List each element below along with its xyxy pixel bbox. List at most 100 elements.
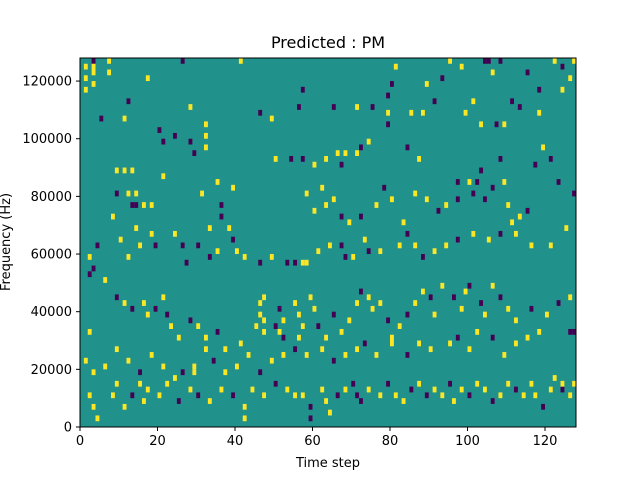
heatmap-cell — [324, 156, 328, 162]
chart-title: Predicted : PM — [271, 33, 385, 52]
heatmap-cell — [300, 156, 305, 162]
heatmap-cell — [386, 109, 390, 116]
heatmap-cell — [359, 213, 363, 220]
heatmap-cell — [122, 115, 127, 122]
heatmap-cell — [258, 259, 263, 266]
heatmap-cell — [548, 242, 553, 249]
heatmap-cell — [390, 81, 394, 87]
heatmap-cell — [126, 190, 131, 197]
heatmap-cell — [269, 357, 274, 364]
heatmap-cell — [223, 346, 228, 353]
heatmap-cell — [459, 63, 464, 70]
heatmap-cell — [320, 346, 325, 353]
heatmap-cell — [417, 156, 421, 162]
heatmap-cell — [366, 294, 371, 301]
heatmap-cell — [328, 409, 332, 416]
heatmap-cell — [188, 138, 193, 145]
heatmap-cell — [339, 213, 344, 220]
heatmap-cell — [355, 104, 359, 110]
heatmap-cell — [510, 219, 514, 226]
heatmap-cell — [130, 392, 135, 399]
heatmap-cell — [157, 392, 162, 399]
heatmap-cell — [548, 386, 553, 393]
heatmap-cell — [83, 63, 88, 70]
heatmap-cell — [502, 352, 507, 358]
heatmap-cell — [498, 392, 503, 399]
heatmap-cell — [83, 75, 88, 82]
heatmap-cell — [161, 173, 166, 180]
heatmap-cell — [378, 392, 383, 399]
heatmap-cell — [564, 225, 569, 231]
heatmap-cell — [351, 380, 356, 387]
heatmap-cell — [390, 340, 394, 347]
heatmap-cell — [560, 63, 565, 70]
heatmap-cell — [138, 369, 142, 376]
heatmap-cell — [254, 323, 259, 329]
heatmap-cell — [339, 161, 344, 168]
heatmap-cell — [235, 363, 239, 370]
heatmap-cell — [184, 259, 189, 266]
heatmap-cell — [498, 294, 503, 301]
heatmap-cell — [459, 386, 464, 393]
heatmap-cell — [293, 346, 297, 353]
heatmap-cell — [258, 300, 263, 306]
heatmap-cell — [312, 161, 317, 168]
heatmap-cell — [405, 230, 410, 237]
heatmap-cell — [409, 109, 414, 116]
heatmap-cell — [242, 403, 247, 410]
heatmap-cell — [366, 248, 371, 255]
heatmap-cell — [479, 300, 483, 306]
heatmap-cell — [463, 288, 468, 295]
plot-frame — [79, 57, 577, 428]
heatmap-cell — [514, 386, 518, 393]
heatmap-cell — [320, 386, 325, 393]
heatmap-cell — [467, 346, 472, 353]
heatmap-cell — [207, 398, 212, 404]
heatmap-cell — [552, 375, 557, 381]
heatmap-cell — [428, 294, 433, 301]
heatmap-cell — [169, 323, 173, 329]
heatmap-cell — [490, 282, 495, 289]
heatmap-cell — [514, 230, 518, 237]
heatmap-cell — [343, 150, 348, 157]
heatmap-cell — [91, 63, 96, 70]
heatmap-cell — [502, 121, 507, 128]
heatmap-cell — [343, 386, 348, 393]
heatmap-cell — [545, 311, 549, 318]
y-tick-label: 40000 — [31, 305, 72, 320]
heatmap-cell — [471, 190, 476, 197]
heatmap-cell — [331, 357, 336, 364]
heatmap-cell — [347, 317, 352, 324]
heatmap-cell — [467, 179, 472, 185]
heatmap-cell — [486, 236, 491, 243]
heatmap-cell — [293, 259, 297, 266]
heatmap-cell — [514, 317, 518, 324]
heatmap-cell — [386, 121, 390, 128]
heatmap-cell — [231, 392, 235, 399]
heatmap-cell — [370, 305, 375, 312]
x-tick-label: 60 — [304, 434, 321, 449]
heatmap-cell — [118, 236, 123, 243]
heatmap-cell — [126, 98, 131, 105]
heatmap-cell — [498, 58, 503, 64]
heatmap-cell — [91, 369, 96, 376]
heatmap-cell — [525, 69, 530, 76]
heatmap-cell — [297, 334, 301, 341]
heatmap-cell — [537, 86, 542, 93]
heatmap-cell — [405, 311, 410, 318]
heatmap-cell — [188, 386, 193, 393]
heatmap-cell — [374, 352, 379, 358]
heatmap-cell — [83, 357, 88, 364]
heatmap-cell — [204, 144, 208, 151]
heatmap-cell — [467, 282, 472, 289]
heatmap-cell — [103, 277, 108, 283]
heatmap-cell — [529, 305, 534, 312]
heatmap-cell — [215, 179, 220, 185]
heatmap-cell — [413, 300, 418, 306]
heatmap-cell — [339, 328, 344, 335]
heatmap-cell — [114, 346, 119, 353]
heatmap-cell — [339, 242, 344, 249]
heatmap-cell — [525, 207, 530, 214]
heatmap-cell — [269, 115, 274, 122]
